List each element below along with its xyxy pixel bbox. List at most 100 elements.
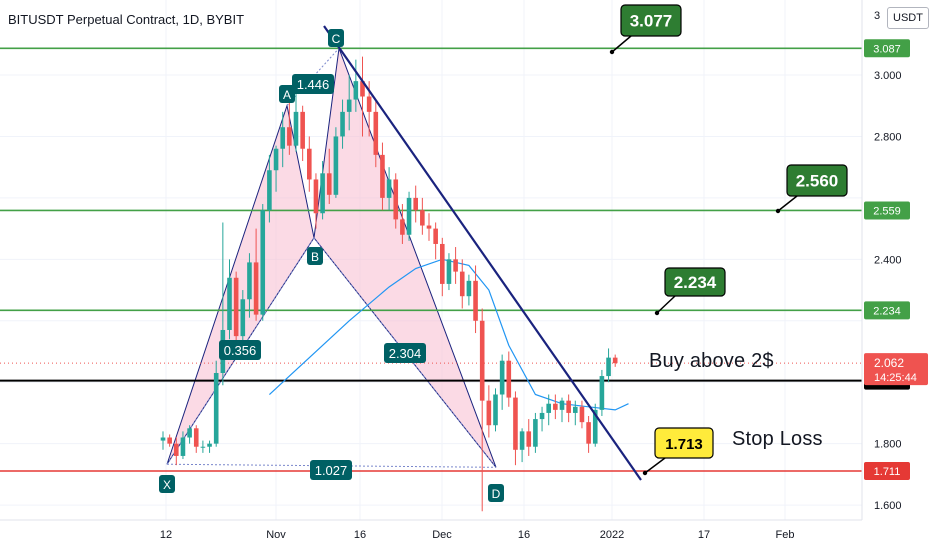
ratio-label: 1.027 [315,463,348,478]
target-dot [609,49,615,55]
target-box [620,4,682,37]
candle-body [333,136,339,195]
price-axis [862,0,932,550]
axis-tag-label: 2.234 [873,305,901,317]
candle-body [553,403,558,410]
target-box [654,427,714,459]
candle-body [546,403,551,413]
point-label-box-a [279,85,295,103]
point-label-box-x [159,475,175,493]
candle-body [326,173,332,195]
candle-body [526,431,532,447]
candle-body [260,210,266,315]
ratio-box [310,460,352,480]
target-label: 2.234 [674,273,717,292]
ytick-label: 2.800 [874,131,902,143]
axis-tag-label: 2.559 [873,205,901,217]
candle-body [400,219,405,235]
candle-body [193,428,199,447]
xtick-label: Feb [776,529,795,541]
candle-body [340,111,345,137]
candle-body [187,428,192,438]
ratio-box [292,74,334,94]
ytick-label: 3 [874,10,880,22]
ratio-label: 0.356 [224,343,257,358]
candle-body [346,99,352,112]
pattern-xb [166,237,315,465]
candle-body [579,406,585,423]
target-pointer [644,457,666,474]
countdown-label: 14:25:44 [874,372,917,384]
target-dot [654,310,660,316]
candle-body [486,400,492,426]
axis-tag-1.711 [864,462,910,480]
candle-body [499,360,505,395]
candle-body [559,400,565,410]
candle-body [280,127,285,149]
candle-body [420,210,425,226]
target-label: 2.560 [796,172,839,191]
candle-body [473,280,478,321]
candle-body [573,406,578,413]
candle-body [393,179,399,220]
target-box [786,164,848,197]
candle-body [453,259,458,272]
axis-tag-2.234 [864,301,910,320]
candle-body [320,173,325,214]
point-label-x: X [163,478,171,492]
candle-body [440,243,445,284]
target-label: 3.077 [630,12,673,31]
candle-body [353,81,359,100]
candle-body [200,446,206,448]
candle-body [253,262,259,315]
point-label-box-d [488,484,504,502]
xtick-label: 2022 [600,529,624,541]
xtick-label: 16 [354,529,366,541]
ytick-label: 3.000 [874,70,902,82]
ratio-label: 2.304 [389,346,422,361]
candle-body [174,443,179,456]
candle-body [167,437,172,444]
candle-body [360,81,365,97]
candle-body [207,443,212,447]
point-label-box-b [307,247,323,265]
axis-tag-2.559 [864,201,910,220]
point-label-d: D [492,487,501,501]
candle-body [513,397,518,450]
candle-body [406,197,412,235]
candle-body [493,394,498,426]
candle-body [426,225,432,229]
candle-body [413,197,418,211]
ytick-label: 1.800 [874,439,902,451]
candle-body [539,412,545,420]
target-box [664,267,726,297]
currency-button[interactable]: USDT [887,7,929,29]
candle-body [240,299,246,337]
target-dot [642,470,648,476]
candle-body [592,409,598,444]
candle-body [479,320,485,401]
candle-body [506,360,512,398]
target-pointer [611,35,632,53]
axis-tag-label: 3.087 [873,43,901,55]
target-dot [775,208,781,214]
candle-body [612,357,618,364]
ytick-label: 1.600 [874,500,902,512]
candle-body [300,111,305,149]
candle-body [380,154,385,198]
buy-note: Buy above 2$ [649,350,774,372]
candle-body [307,148,312,180]
ratio-label: 1.446 [297,77,330,92]
trend-line [323,25,642,481]
last-price-tag [864,353,928,386]
point-label-b: B [311,250,319,264]
axis-tag-label: 1.711 [874,466,901,478]
xtick-label: Dec [432,529,452,541]
target-label: 1.713 [665,436,703,453]
point-label-c: C [332,32,341,46]
chart-title: BITUSDT Perpetual Contract, 1D, BYBIT [8,12,245,27]
target-pointer [777,195,798,212]
moving-average-line [268,258,629,411]
candle-body [599,376,605,410]
